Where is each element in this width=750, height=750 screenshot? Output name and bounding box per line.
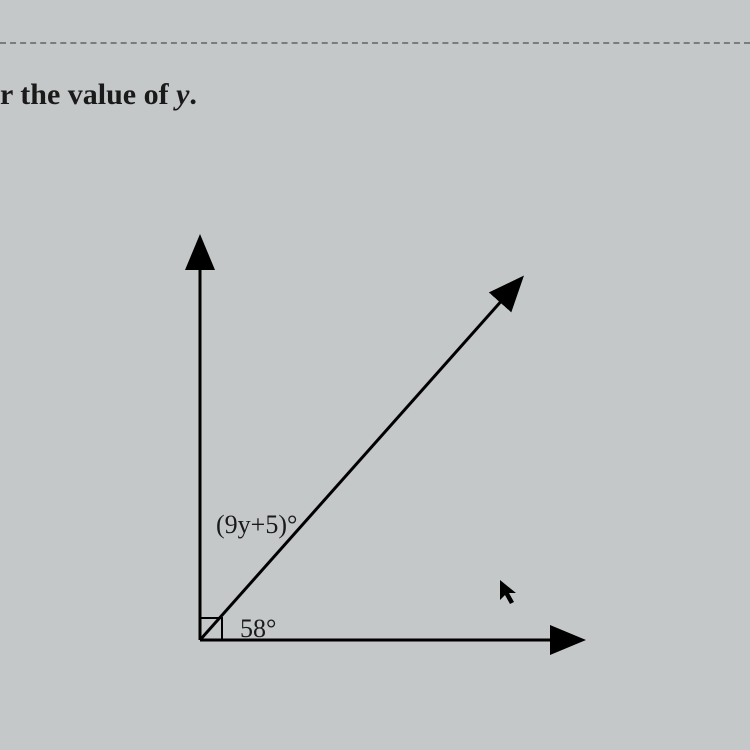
dashed-divider	[0, 42, 750, 44]
mouse-cursor-icon	[500, 580, 520, 614]
angle-label-degrees: 58°	[240, 614, 276, 644]
question-variable: y	[176, 78, 189, 111]
angle-label-expression: (9y+5)°	[216, 510, 297, 540]
question-text: r the value of y.	[0, 78, 197, 112]
question-prefix: r the value of	[0, 78, 176, 111]
question-suffix: .	[189, 78, 197, 111]
diagram-svg	[120, 220, 600, 680]
angle-diagram: (9y+5)° 58°	[120, 220, 600, 680]
